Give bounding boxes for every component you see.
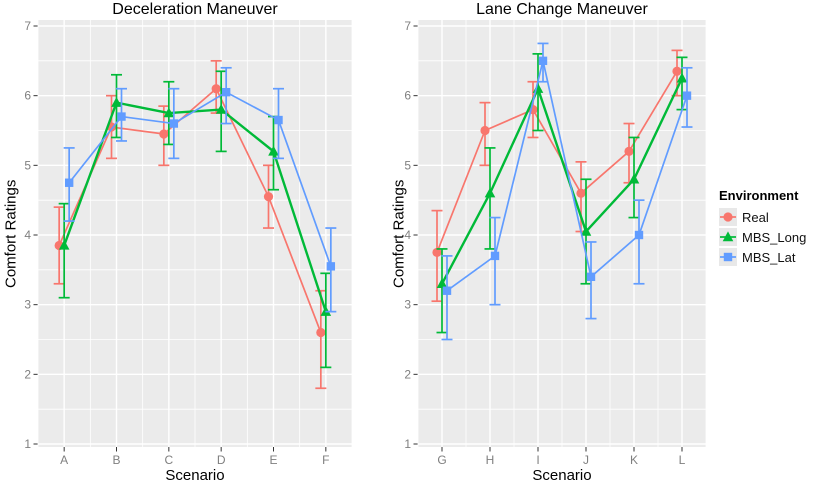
x-tick-label: I — [536, 453, 539, 467]
data-point-marker — [436, 278, 448, 288]
panel-deceleration: 1 2 3 4 5 6 7 A B C D E F — [24, 19, 353, 467]
legend-item-label: MBS_Lat — [742, 249, 796, 265]
x-tick-label: D — [217, 453, 226, 467]
real-marker-icon — [719, 208, 737, 226]
y-tick-label: 1 — [404, 437, 411, 451]
data-point-marker — [111, 97, 122, 107]
data-point-marker — [274, 115, 283, 125]
panel-title-lane-change: Lane Change Maneuver — [476, 1, 648, 18]
x-tick-label: A — [60, 453, 68, 467]
series-line — [68, 91, 332, 267]
data-point-marker — [221, 87, 231, 97]
error-bar — [58, 202, 70, 299]
y-tick-label: 7 — [24, 19, 31, 33]
x-axis-label-right: Scenario — [532, 467, 592, 484]
y-tick-label: 2 — [404, 367, 411, 381]
y-tick-label: 4 — [24, 228, 31, 242]
error-bar — [484, 147, 496, 250]
legend-item-mbs-lat: MBS_Lat — [719, 248, 806, 266]
x-tick-label: C — [164, 453, 173, 467]
legend-key-marker — [723, 212, 733, 222]
series-line — [446, 60, 688, 292]
data-point-marker — [628, 173, 640, 184]
data-point-marker — [117, 112, 126, 121]
y-tick-label: 6 — [404, 89, 411, 103]
mbs-lat-marker-icon — [719, 248, 737, 266]
y-tick-label: 3 — [24, 298, 31, 312]
legend-key-marker — [722, 231, 734, 242]
legend-item-label: Real — [742, 209, 769, 225]
y-tick-label: 1 — [24, 437, 31, 451]
data-point-marker — [672, 66, 682, 76]
data-point-marker — [326, 262, 336, 271]
data-point-marker — [538, 56, 548, 66]
data-point-marker — [432, 247, 442, 258]
x-tick-label: F — [322, 453, 329, 467]
data-point-marker — [169, 119, 179, 128]
error-bar — [441, 255, 453, 341]
error-bar — [489, 216, 501, 306]
x-tick-label: K — [630, 453, 638, 467]
legend: Environment Real MBS_Long MBS_Lat — [719, 188, 806, 268]
series-line — [440, 77, 684, 285]
data-point-marker — [263, 192, 274, 202]
y-tick-label: 5 — [404, 158, 411, 172]
legend-item-mbs-long: MBS_Long — [719, 228, 806, 246]
data-point-marker — [215, 104, 227, 114]
data-point-marker — [484, 187, 496, 198]
legend-item-real: Real — [719, 208, 806, 226]
data-point-marker — [58, 239, 70, 250]
data-point-marker — [634, 230, 644, 240]
x-tick-label: J — [583, 453, 589, 467]
data-point-marker — [211, 84, 221, 94]
data-point-marker — [576, 188, 586, 198]
series-MBS_Lat — [63, 66, 337, 313]
x-tick-label: L — [679, 453, 686, 467]
data-point-marker — [64, 178, 74, 187]
y-tick-label: 4 — [404, 228, 411, 242]
series-MBS_Lat — [441, 42, 693, 341]
error-bar — [315, 289, 327, 390]
data-point-marker — [442, 286, 452, 295]
y-tick-label: 2 — [24, 367, 31, 381]
panel-title-deceleration: Deceleration Maneuver — [112, 1, 278, 18]
data-point-marker — [676, 72, 688, 83]
x-tick-label: B — [112, 453, 120, 467]
data-point-marker — [480, 125, 490, 136]
legend-key-marker — [723, 252, 733, 262]
data-point-marker — [490, 251, 500, 261]
data-point-marker — [682, 91, 692, 100]
series-MBS_Long — [436, 53, 688, 334]
y-axis-label-right: Comfort Ratings — [390, 179, 408, 288]
x-axis-label-left: Scenario — [165, 467, 225, 484]
y-axis-label-left: Comfort Ratings — [2, 179, 20, 288]
y-tick-label: 5 — [24, 158, 31, 172]
data-point-marker — [163, 107, 175, 118]
data-point-marker — [624, 146, 634, 157]
data-point-marker — [268, 145, 279, 156]
y-tick-label: 6 — [24, 89, 31, 103]
x-tick-label: H — [486, 453, 495, 467]
data-point-marker — [580, 225, 592, 236]
data-point-marker — [316, 327, 326, 338]
x-tick-label: E — [269, 453, 277, 467]
data-point-marker — [586, 272, 596, 282]
error-bar — [320, 272, 332, 369]
error-bar — [633, 199, 645, 285]
legend-title: Environment — [719, 188, 799, 203]
y-tick-label: 7 — [404, 19, 411, 33]
legend-item-label: MBS_Long — [742, 229, 807, 245]
x-tick-label: G — [437, 453, 446, 467]
y-tick-label: 3 — [404, 298, 411, 312]
error-bar — [436, 248, 448, 334]
mbs-long-marker-icon — [719, 228, 737, 246]
panel-lane-change: 1 2 3 4 5 6 7 G H I J K L — [404, 19, 707, 467]
data-point-marker — [159, 129, 169, 139]
